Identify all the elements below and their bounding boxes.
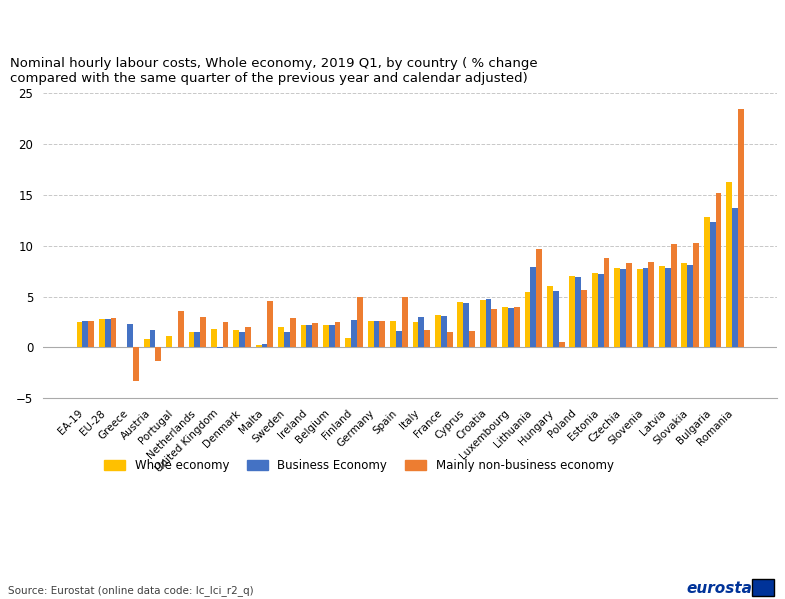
Bar: [104, 319, 111, 347]
Bar: [738, 109, 744, 347]
Bar: [559, 343, 564, 347]
Bar: [502, 307, 508, 347]
Bar: [334, 322, 341, 347]
Bar: [351, 320, 357, 347]
Bar: [491, 308, 498, 347]
Bar: [390, 321, 396, 347]
Bar: [637, 269, 642, 347]
Bar: [211, 329, 217, 347]
Bar: [463, 302, 469, 347]
Bar: [575, 277, 581, 347]
Bar: [447, 332, 452, 347]
Bar: [413, 322, 418, 347]
Bar: [524, 292, 531, 347]
Bar: [77, 322, 82, 347]
Bar: [200, 317, 206, 347]
Bar: [111, 318, 116, 347]
Bar: [486, 298, 491, 347]
Bar: [223, 322, 228, 347]
Bar: [127, 324, 133, 347]
Bar: [418, 317, 424, 347]
Bar: [402, 297, 407, 347]
Bar: [648, 262, 654, 347]
Bar: [133, 347, 139, 381]
Bar: [726, 183, 732, 347]
Bar: [306, 325, 312, 347]
Bar: [553, 291, 559, 347]
Bar: [239, 332, 245, 347]
Bar: [435, 315, 441, 347]
Bar: [716, 193, 721, 347]
Bar: [379, 321, 385, 347]
Bar: [245, 327, 251, 347]
Bar: [290, 318, 296, 347]
Bar: [615, 268, 620, 347]
Text: eurostat: eurostat: [687, 581, 760, 596]
Bar: [368, 321, 374, 347]
Bar: [693, 243, 699, 347]
Bar: [547, 286, 553, 347]
Bar: [261, 344, 268, 347]
Bar: [531, 267, 536, 347]
Bar: [166, 336, 172, 347]
Bar: [704, 217, 710, 347]
Bar: [82, 321, 88, 347]
Bar: [188, 332, 195, 347]
Bar: [592, 273, 597, 347]
Bar: [312, 323, 318, 347]
Bar: [301, 325, 306, 347]
Bar: [469, 331, 475, 347]
Bar: [659, 266, 665, 347]
Bar: [99, 319, 104, 347]
Bar: [233, 330, 239, 347]
Bar: [508, 308, 514, 347]
Bar: [441, 316, 447, 347]
Bar: [732, 208, 738, 347]
Bar: [195, 332, 200, 347]
Bar: [357, 297, 363, 347]
Bar: [536, 249, 542, 347]
Bar: [178, 311, 184, 347]
Text: Source: Eurostat (online data code: lc_lci_r2_q): Source: Eurostat (online data code: lc_l…: [8, 585, 254, 596]
Bar: [642, 268, 648, 347]
Bar: [665, 268, 670, 347]
Bar: [710, 222, 716, 347]
Bar: [217, 347, 223, 349]
Bar: [620, 269, 626, 347]
Bar: [374, 321, 379, 347]
Bar: [144, 339, 150, 347]
Bar: [155, 347, 161, 361]
Bar: [88, 321, 94, 347]
Bar: [681, 263, 688, 347]
Bar: [480, 300, 486, 347]
Bar: [256, 346, 261, 347]
Bar: [626, 263, 632, 347]
Bar: [569, 276, 575, 347]
Legend: Whole economy, Business Economy, Mainly non-business economy: Whole economy, Business Economy, Mainly …: [104, 459, 614, 472]
Bar: [268, 301, 273, 347]
Bar: [150, 330, 155, 347]
Bar: [688, 265, 693, 347]
Bar: [329, 325, 334, 347]
Bar: [597, 274, 604, 347]
Bar: [278, 327, 284, 347]
Bar: [345, 338, 351, 347]
Bar: [670, 244, 677, 347]
Bar: [514, 307, 520, 347]
Bar: [323, 325, 329, 347]
Bar: [396, 331, 402, 347]
Bar: [581, 291, 587, 347]
Bar: [424, 330, 430, 347]
Bar: [604, 258, 609, 347]
Bar: [284, 332, 290, 347]
Text: Nominal hourly labour costs, Whole economy, 2019 Q1, by country ( % change
compa: Nominal hourly labour costs, Whole econo…: [10, 57, 538, 84]
Bar: [458, 301, 463, 347]
